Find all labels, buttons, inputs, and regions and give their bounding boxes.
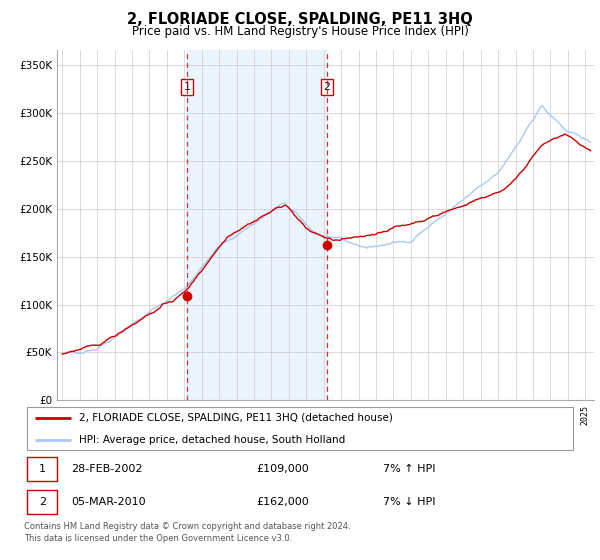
Bar — [187, 50, 327, 400]
Text: 05-MAR-2010: 05-MAR-2010 — [71, 497, 146, 507]
FancyBboxPatch shape — [27, 457, 57, 481]
Text: Price paid vs. HM Land Registry's House Price Index (HPI): Price paid vs. HM Land Registry's House … — [131, 25, 469, 38]
Text: 28-FEB-2002: 28-FEB-2002 — [71, 464, 142, 474]
Text: £109,000: £109,000 — [256, 464, 308, 474]
Text: 2, FLORIADE CLOSE, SPALDING, PE11 3HQ: 2, FLORIADE CLOSE, SPALDING, PE11 3HQ — [127, 12, 473, 27]
Text: 2, FLORIADE CLOSE, SPALDING, PE11 3HQ (detached house): 2, FLORIADE CLOSE, SPALDING, PE11 3HQ (d… — [79, 413, 393, 423]
Text: Contains HM Land Registry data © Crown copyright and database right 2024.
This d: Contains HM Land Registry data © Crown c… — [24, 522, 350, 543]
FancyBboxPatch shape — [27, 407, 573, 450]
Text: 7% ↓ HPI: 7% ↓ HPI — [383, 497, 436, 507]
Text: 1: 1 — [184, 82, 190, 92]
Text: HPI: Average price, detached house, South Holland: HPI: Average price, detached house, Sout… — [79, 435, 346, 445]
Text: 1: 1 — [39, 464, 46, 474]
Text: £162,000: £162,000 — [256, 497, 308, 507]
Text: 7% ↑ HPI: 7% ↑ HPI — [383, 464, 436, 474]
Text: 2: 2 — [38, 497, 46, 507]
FancyBboxPatch shape — [27, 491, 57, 514]
Text: 2: 2 — [323, 82, 330, 92]
